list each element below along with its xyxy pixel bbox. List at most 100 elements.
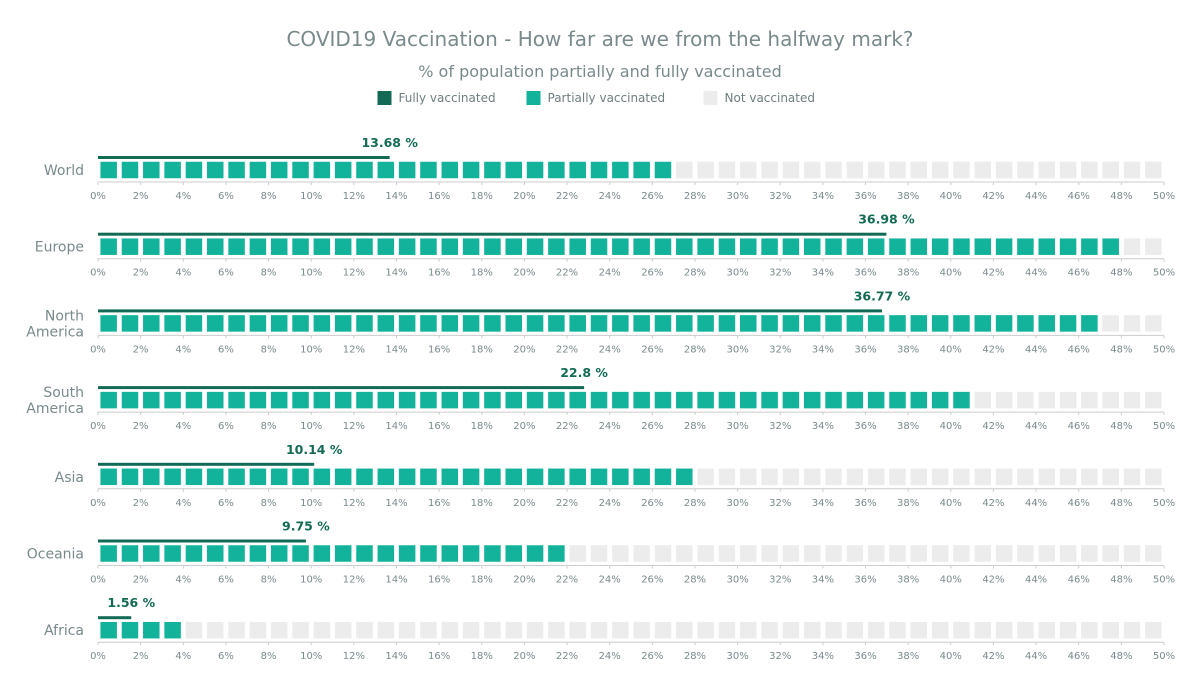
vaccinated-square [100,468,117,486]
legend-item-0[interactable]: Fully vaccinated [377,91,496,105]
vaccinated-square [377,468,395,486]
x-tick-label: 40% [940,191,962,202]
not-vaccinated-square [1145,468,1162,486]
x-tick-label: 44% [1025,344,1047,355]
vaccinated-square [505,391,522,409]
category-label: North [45,308,84,324]
not-vaccinated-square [292,621,309,639]
x-tick-label: 2% [133,575,149,586]
not-vaccinated-square [931,621,949,639]
vaccinated-square [1081,315,1098,332]
x-tick-label: 44% [1025,498,1047,509]
not-vaccinated-square [1145,161,1162,179]
not-vaccinated-square [867,545,885,562]
vaccinated-square [462,315,480,332]
not-vaccinated-square [718,468,736,486]
vaccinated-square [228,468,245,486]
vaccinated-square [505,161,522,179]
vaccinated-square [676,391,693,409]
x-tick-label: 18% [471,268,493,279]
vaccinated-square [164,238,181,255]
vaccinated-square [270,468,288,486]
x-tick-label: 38% [897,344,919,355]
vaccinated-square [633,468,650,486]
not-vaccinated-square [867,621,885,639]
not-vaccinated-square [803,468,821,486]
x-tick-label: 20% [513,498,535,509]
vaccinated-square [334,161,352,179]
fully-vaccinated-bar [98,616,132,620]
vaccinated-square [441,161,459,179]
legend-item-1[interactable]: Partially vaccinated [526,91,666,105]
x-tick-label: 36% [854,498,876,509]
x-tick-label: 40% [940,575,962,586]
x-tick-label: 26% [641,421,663,432]
legend-item-2[interactable]: Not vaccinated [703,91,816,105]
vaccinated-square [654,391,672,409]
vaccinated-square [207,315,224,332]
not-vaccinated-square [1017,545,1034,562]
x-tick-label: 24% [599,498,621,509]
not-vaccinated-square [654,545,672,562]
vaccinated-square [270,161,288,179]
vaccinated-square [121,315,139,332]
x-tick-label: 8% [261,268,277,279]
x-tick-label: 28% [684,651,706,662]
x-tick-label: 0% [90,268,106,279]
vaccinated-square [782,391,800,409]
x-tick-label: 22% [556,268,578,279]
x-tick-label: 10% [300,268,322,279]
vaccinated-square [612,391,629,409]
not-vaccinated-square [846,621,864,639]
not-vaccinated-square [313,621,331,639]
vaccinated-square [505,315,522,332]
legend-label: Partially vaccinated [548,91,666,105]
vaccinated-square [484,545,501,562]
vaccinated-square [974,238,992,255]
x-tick-label: 26% [641,651,663,662]
x-tick-label: 12% [343,421,365,432]
not-vaccinated-square [953,545,970,562]
x-tick-label: 38% [897,421,919,432]
x-tick-label: 4% [175,344,191,355]
not-vaccinated-square [526,621,544,639]
row-africa: Africa 1.56 % 0% 2% 4% 6% 8% 10% 12% 14% 16% 18% 20%… [44,595,1175,662]
x-tick-label: 20% [513,191,535,202]
vaccinated-square [143,315,160,332]
vaccinated-square [207,468,224,486]
x-tick-label: 22% [556,498,578,509]
x-tick-label: 22% [556,575,578,586]
x-tick-label: 10% [300,421,322,432]
x-tick-label: 48% [1110,651,1132,662]
vaccinated-square [228,161,245,179]
x-tick-label: 44% [1025,575,1047,586]
not-vaccinated-square [974,391,992,409]
vaccinated-square [505,238,522,255]
fully-vaccinated-value: 9.75 % [282,519,330,534]
x-tick-label: 30% [726,268,748,279]
vaccinated-square [1059,315,1077,332]
vaccinated-square [100,161,117,179]
x-tick-label: 48% [1110,421,1132,432]
x-tick-label: 6% [218,268,234,279]
not-vaccinated-square [740,621,757,639]
x-tick-label: 30% [726,421,748,432]
vaccinated-square [441,238,459,255]
not-vaccinated-square [803,545,821,562]
vaccinated-square [292,238,309,255]
x-tick-label: 46% [1068,651,1090,662]
x-tick-label: 26% [641,268,663,279]
x-tick-label: 28% [684,344,706,355]
x-tick-label: 0% [90,575,106,586]
vaccinated-square [825,391,842,409]
vaccinated-square [356,468,373,486]
vaccinated-square [761,238,778,255]
not-vaccinated-square [782,468,800,486]
x-tick-label: 32% [769,191,791,202]
vaccinated-square [484,238,501,255]
x-tick-label: 2% [133,421,149,432]
x-tick-label: 16% [428,498,450,509]
x-tick-label: 10% [300,191,322,202]
vaccinated-square [164,315,181,332]
x-tick-label: 22% [556,191,578,202]
